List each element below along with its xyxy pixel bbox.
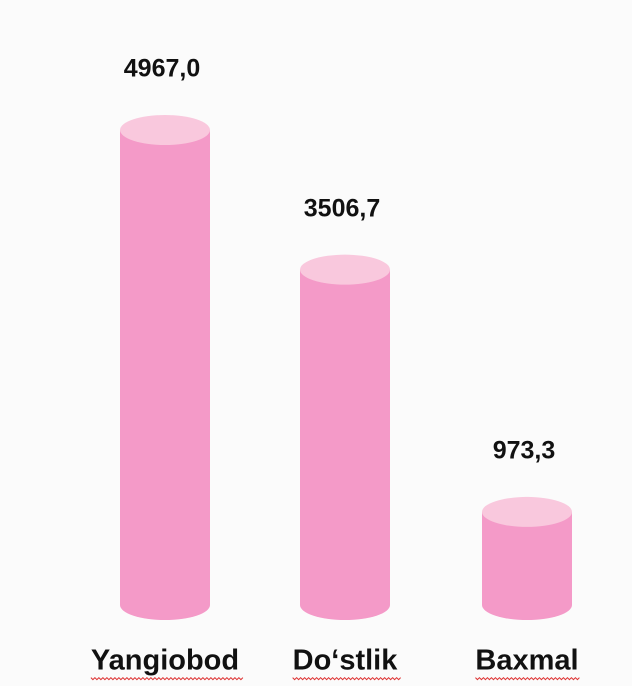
spell-underline [90,676,244,681]
spell-underline [475,676,580,681]
cylinder-body [482,511,572,605]
cylinder-body [300,269,390,605]
category-label: Do‘stlik [293,645,399,677]
value-label: 3506,7 [304,194,380,222]
cylinder-body [120,130,210,605]
category-label: Yangiobod [91,645,239,677]
value-label: 4967,0 [124,55,200,83]
category-label: Baxmal [475,645,578,677]
cylinder-top [482,496,572,527]
spell-underline [292,676,401,681]
value-label: 973,3 [493,437,556,465]
cylinder-top [300,254,390,285]
cylinder-top [120,115,210,145]
